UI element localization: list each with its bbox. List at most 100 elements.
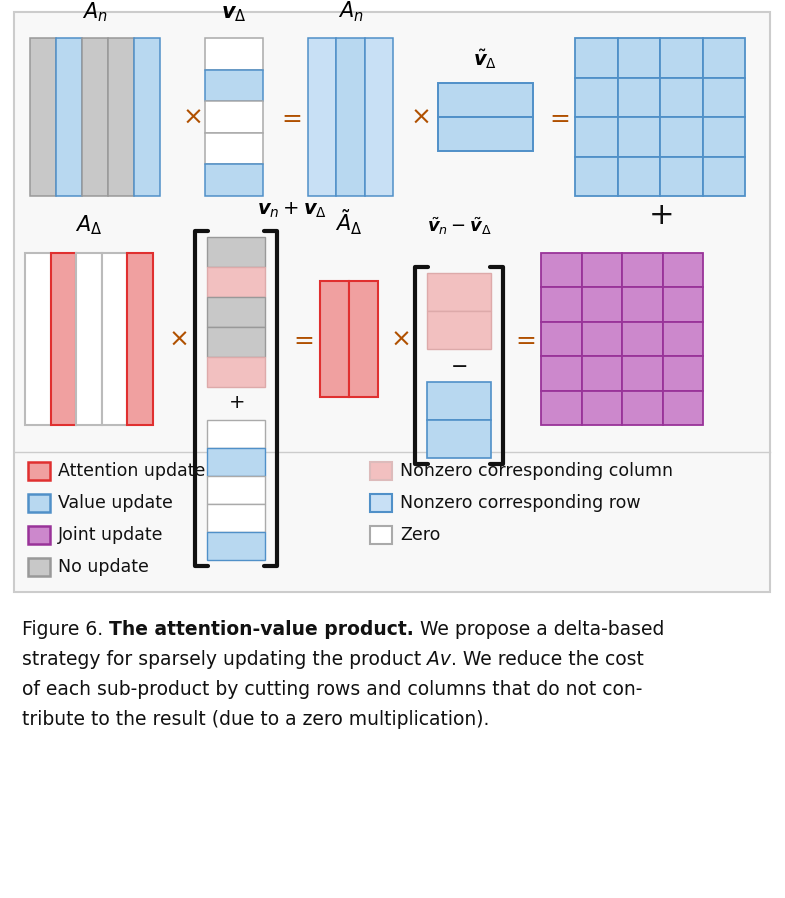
Text: tribute to the result (due to a zero multiplication).: tribute to the result (due to a zero mul… [22, 710, 489, 729]
Text: $+$: $+$ [648, 200, 672, 230]
Text: $\times$: $\times$ [182, 105, 202, 129]
Bar [14, 12, 770, 592]
Bar [663, 253, 703, 287]
Bar [207, 532, 265, 560]
Bar [660, 77, 703, 117]
Bar [618, 77, 660, 117]
Text: Zero: Zero [400, 526, 440, 544]
Bar [622, 287, 663, 321]
Text: Attention update: Attention update [58, 462, 206, 480]
Bar [618, 156, 660, 196]
Bar [582, 253, 622, 287]
Bar [207, 420, 265, 448]
Bar [207, 327, 265, 357]
Text: $\times$: $\times$ [411, 105, 429, 129]
Bar [660, 38, 703, 77]
Bar [207, 476, 265, 504]
Bar [663, 321, 703, 357]
Bar [308, 38, 336, 196]
Bar [582, 287, 622, 321]
Bar [205, 164, 263, 196]
Bar [127, 253, 153, 425]
Text: of each sub-product by cutting rows and columns that do not con-: of each sub-product by cutting rows and … [22, 680, 642, 699]
Text: $\boldsymbol{v}_\Delta$: $\boldsymbol{v}_\Delta$ [221, 4, 246, 24]
Bar [50, 253, 76, 425]
Bar [427, 382, 491, 420]
Bar [622, 321, 663, 357]
Bar [663, 357, 703, 391]
Bar [582, 357, 622, 391]
Bar [618, 117, 660, 156]
Bar [575, 156, 618, 196]
Bar [575, 38, 618, 77]
Bar [575, 77, 618, 117]
Bar [28, 494, 50, 512]
Text: Value update: Value update [58, 494, 173, 512]
Text: We propose a delta-based: We propose a delta-based [414, 620, 664, 639]
Bar [622, 357, 663, 391]
Text: $\tilde{A}_n$: $\tilde{A}_n$ [338, 0, 363, 24]
Text: $=$: $=$ [546, 105, 571, 129]
Bar [622, 391, 663, 425]
Bar [541, 321, 582, 357]
Text: $-$: $-$ [451, 355, 468, 375]
Bar [703, 117, 745, 156]
Bar [207, 267, 265, 297]
Bar [370, 526, 392, 544]
Bar [76, 253, 102, 425]
Bar [541, 391, 582, 425]
Text: No update: No update [58, 558, 149, 576]
Bar [541, 357, 582, 391]
Text: $A_\Delta$: $A_\Delta$ [75, 214, 103, 237]
Text: Av: Av [427, 650, 451, 669]
Bar [336, 38, 365, 196]
Bar [28, 462, 50, 480]
Text: strategy for sparsely updating the product: strategy for sparsely updating the produ… [22, 650, 427, 669]
Bar [618, 38, 660, 77]
Bar [349, 281, 378, 397]
Text: Nonzero corresponding column: Nonzero corresponding column [400, 462, 673, 480]
Text: $\times$: $\times$ [168, 327, 188, 351]
Bar [663, 391, 703, 425]
Bar [205, 133, 263, 164]
Text: $\boldsymbol{v}_n + \boldsymbol{v}_\Delta$: $\boldsymbol{v}_n + \boldsymbol{v}_\Delt… [257, 200, 327, 220]
Bar [427, 311, 491, 349]
Bar [207, 448, 265, 476]
Bar [427, 420, 491, 458]
Bar [207, 237, 265, 267]
Text: The attention-value product.: The attention-value product. [109, 620, 414, 639]
Bar [438, 83, 533, 117]
Bar [207, 297, 265, 327]
Text: $+$: $+$ [228, 393, 244, 412]
Bar [82, 38, 108, 196]
Text: $A_n$: $A_n$ [82, 0, 108, 24]
Bar [541, 287, 582, 321]
Bar [575, 117, 618, 156]
Bar [703, 77, 745, 117]
Bar [663, 287, 703, 321]
Bar [582, 321, 622, 357]
Bar [370, 462, 392, 480]
Text: $\tilde{\boldsymbol{v}}_\Delta$: $\tilde{\boldsymbol{v}}_\Delta$ [473, 48, 498, 71]
Text: Figure 6.: Figure 6. [22, 620, 109, 639]
Bar [207, 504, 265, 532]
Text: $\tilde{A}_\Delta$: $\tilde{A}_\Delta$ [335, 207, 363, 237]
Bar [703, 156, 745, 196]
Text: Joint update: Joint update [58, 526, 163, 544]
Bar [207, 357, 265, 387]
Bar [30, 38, 56, 196]
Bar [28, 558, 50, 576]
Bar [134, 38, 160, 196]
Bar [541, 253, 582, 287]
Bar [438, 117, 533, 151]
Bar [365, 38, 393, 196]
Bar [660, 156, 703, 196]
Text: . We reduce the cost: . We reduce the cost [451, 650, 644, 669]
Bar [56, 38, 82, 196]
Bar [28, 526, 50, 544]
Bar [622, 253, 663, 287]
Text: $=$: $=$ [277, 105, 302, 129]
Bar [205, 38, 263, 70]
Bar [582, 391, 622, 425]
Text: $=$: $=$ [290, 327, 315, 351]
